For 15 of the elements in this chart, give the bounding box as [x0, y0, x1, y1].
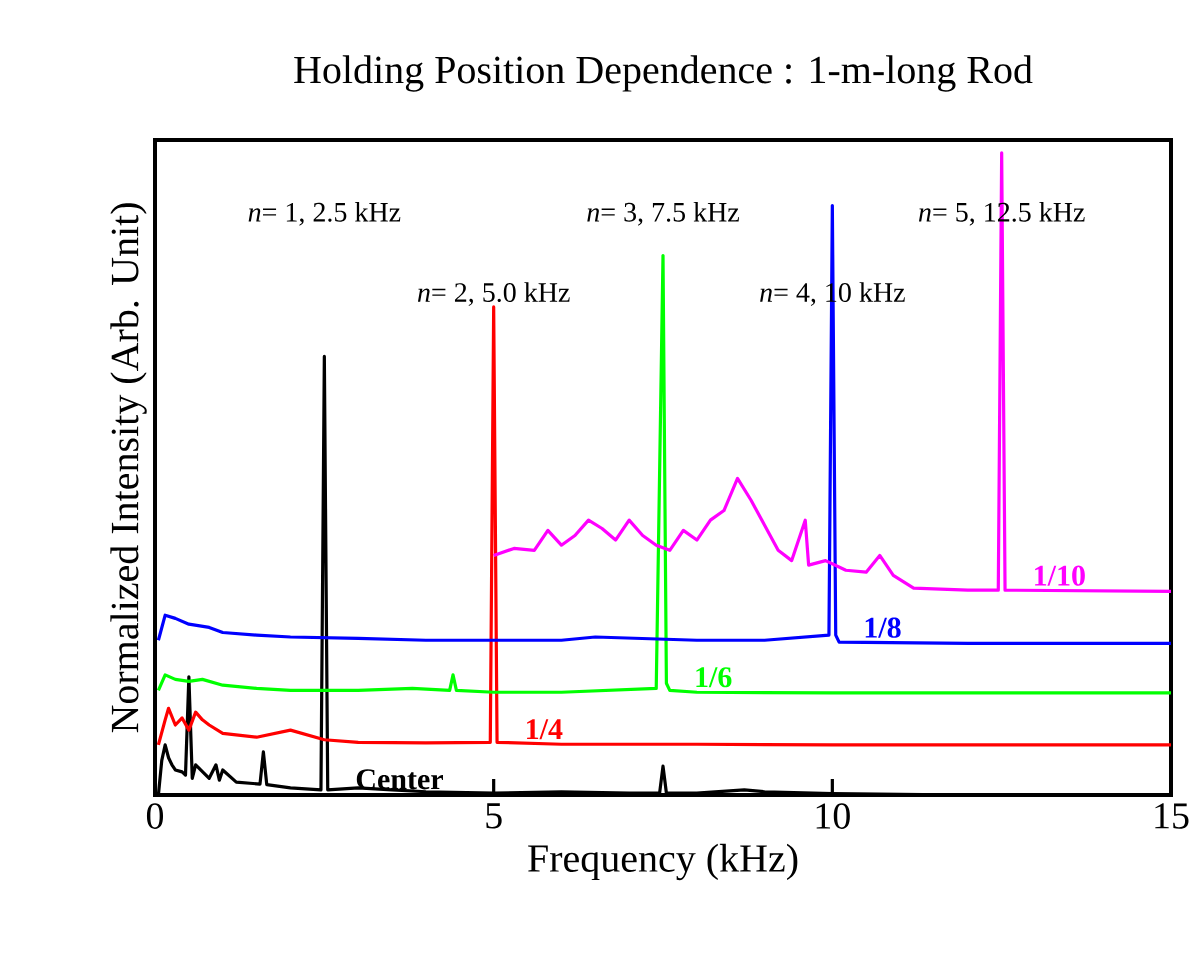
- series-label: 1/6: [696, 667, 732, 688]
- x-tick-label: 15: [1155, 803, 1189, 829]
- series-label: 1/8: [865, 617, 901, 638]
- x-tick-label: 5: [486, 803, 502, 829]
- legend-label: Center: [356, 769, 443, 790]
- x-tick-label: 0: [146, 803, 164, 829]
- x-axis-title: Frequency (kHz): [528, 843, 798, 881]
- chart-title: Holding Position Dependence : 1-m-long Rod: [294, 55, 1033, 92]
- annotation: n= 3, 7.5 kHz: [587, 201, 739, 226]
- x-tick-label: 10: [816, 803, 850, 829]
- series-label: 1/10: [1035, 565, 1085, 586]
- annotation: n= 2, 5.0 kHz: [417, 282, 570, 306]
- annotation: n= 1, 2.5 kHz: [248, 201, 401, 226]
- y-axis-title: Normalized Intensity (Arb. Unit): [110, 203, 147, 733]
- series-label: 1/4: [527, 719, 563, 740]
